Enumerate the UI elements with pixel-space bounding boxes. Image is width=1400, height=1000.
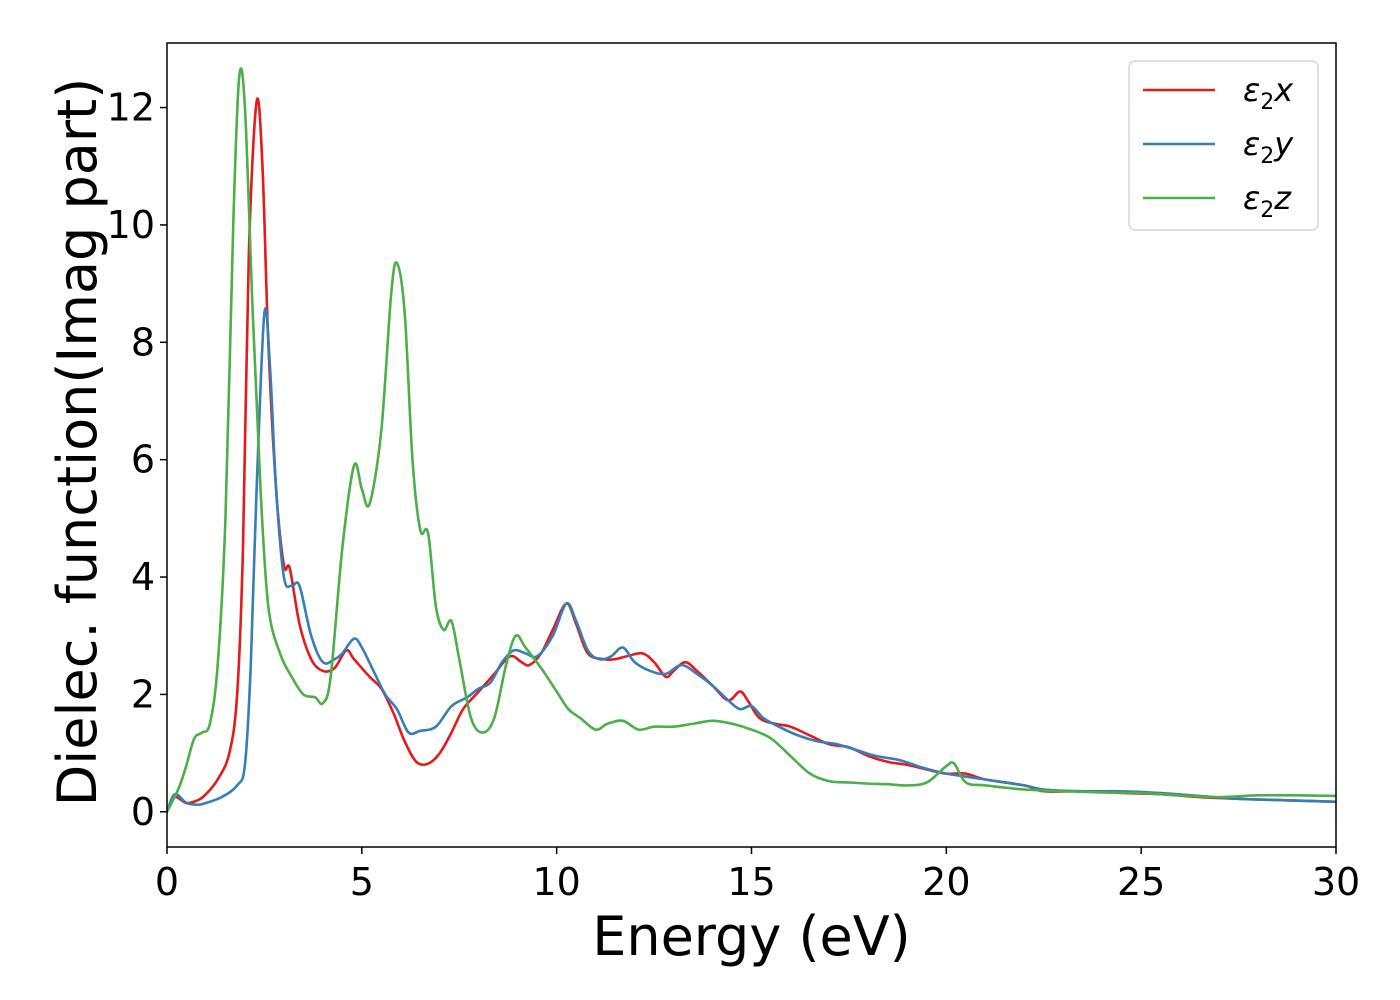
legend-label-x: ε2x [1243, 71, 1294, 115]
y-axis-label: Dielec. function(Imag part) [46, 78, 109, 807]
legend: ε2x ε2y ε2z [1128, 60, 1319, 231]
series-layer [167, 67, 1336, 814]
series-line-z [167, 67, 1336, 814]
x-tick-label: 0 [155, 860, 179, 904]
x-tick-label: 20 [922, 860, 970, 904]
legend-label-z: ε2z [1243, 179, 1292, 223]
x-tick-label: 25 [1117, 860, 1165, 904]
y-tick-label: 6 [131, 438, 155, 482]
legend-label-y: ε2y [1243, 125, 1294, 169]
series-line-y [167, 307, 1336, 814]
y-tick-label: 10 [107, 203, 155, 247]
x-axis-label: Energy (eV) [592, 905, 911, 968]
x-axis: 0 5 10 15 20 25 30 [155, 847, 1360, 904]
y-tick-label: 0 [131, 790, 155, 834]
y-tick-label: 4 [131, 555, 155, 599]
y-tick-label: 12 [107, 86, 155, 130]
legend-box [1128, 60, 1319, 231]
y-tick-label: 2 [131, 672, 155, 716]
x-tick-label: 30 [1312, 860, 1360, 904]
y-tick-label: 8 [131, 320, 155, 364]
x-tick-label: 10 [532, 860, 580, 904]
x-tick-label: 15 [727, 860, 775, 904]
y-axis: 0 2 4 6 8 10 12 [107, 86, 167, 834]
x-tick-label: 5 [350, 860, 374, 904]
